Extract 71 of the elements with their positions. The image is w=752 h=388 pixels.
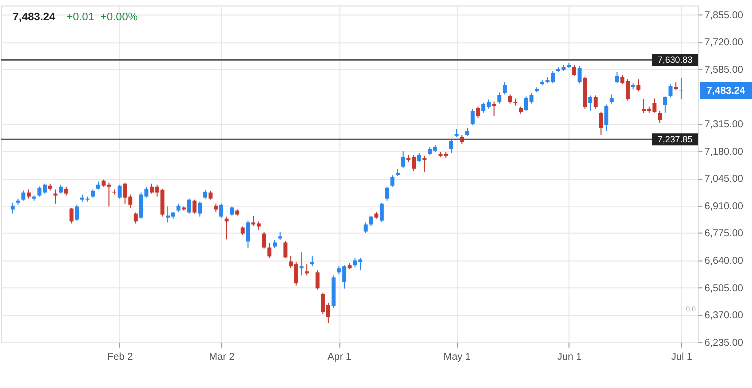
x-tick-label: Mar 2 — [209, 352, 236, 363]
x-tick-label: May 1 — [444, 352, 472, 363]
candlestick — [417, 152, 422, 163]
candlestick — [390, 175, 395, 188]
candlestick — [316, 270, 320, 290]
candlestick — [514, 98, 518, 106]
candlestick — [70, 207, 74, 224]
candlestick — [380, 202, 384, 223]
candlestick — [22, 190, 26, 202]
annotation: +0.01 — [66, 12, 94, 24]
candlestick — [54, 189, 58, 204]
candlestick — [476, 106, 480, 118]
x-tick-label: Jul 1 — [671, 352, 693, 363]
candlestick — [118, 184, 122, 200]
ref-line-label: 7,237.85 — [658, 134, 693, 145]
candlestick — [604, 104, 609, 132]
x-tick-label: Jun 1 — [557, 352, 582, 363]
candlestick — [75, 204, 80, 222]
candlestick — [498, 92, 502, 104]
candlestick — [492, 101, 496, 117]
candlestick — [134, 212, 138, 224]
candlestick — [508, 94, 512, 104]
candlestick — [230, 206, 234, 216]
candlestick — [502, 82, 507, 96]
candlestick — [578, 66, 582, 84]
candlestick — [663, 96, 668, 114]
y-tick-label: 7,180.00 — [704, 146, 744, 158]
y-tick-label: 7,720.00 — [704, 38, 744, 49]
candlestick — [364, 222, 368, 234]
candlestick — [572, 64, 576, 78]
y-tick-label: 7,315.00 — [704, 120, 744, 131]
candlestick — [300, 252, 304, 276]
y-tick-label: 6,640.00 — [704, 256, 744, 267]
candlestick — [588, 95, 593, 112]
candlestick — [310, 256, 314, 268]
candlestick — [470, 108, 475, 126]
candlestick — [10, 202, 15, 214]
candlestick — [658, 110, 662, 124]
text: 7,483.24 — [706, 86, 746, 97]
candlestick — [262, 232, 266, 250]
annotation: +0.00% — [100, 12, 138, 24]
y-tick-label: 7,855.00 — [704, 10, 744, 22]
y-tick-label: 6,235.00 — [704, 338, 744, 349]
candlestick — [369, 216, 374, 227]
candlestick — [610, 94, 614, 104]
x-tick-label: Apr 1 — [328, 352, 352, 363]
text: 7,483.24 — [12, 12, 56, 24]
candlestick — [192, 199, 197, 214]
candlestick — [112, 189, 117, 196]
candlestick — [187, 198, 192, 214]
y-tick-label: 6,505.00 — [704, 283, 744, 294]
candlestick — [401, 150, 406, 170]
candlestick — [198, 201, 202, 218]
candlestick — [615, 72, 620, 84]
y-tick-label: 6,775.00 — [704, 228, 744, 240]
candlestick — [268, 242, 272, 259]
ref-line-label: 7,630.83 — [658, 55, 693, 66]
y-tick-label: 7,045.00 — [704, 174, 744, 186]
candlestick — [284, 240, 288, 259]
y-tick-label: 7,585.00 — [704, 64, 744, 76]
candlestick — [385, 186, 390, 202]
x-tick-label: Feb 2 — [108, 352, 134, 363]
candlestick — [450, 138, 454, 154]
candlestick — [668, 84, 673, 98]
candlestick — [220, 203, 224, 218]
candlestick — [636, 79, 641, 92]
candlestick — [594, 95, 598, 110]
y-tick-label: 6,910.00 — [704, 201, 744, 212]
candlestick — [305, 264, 310, 276]
candlestick — [26, 189, 31, 200]
y-tick-label: 6,370.00 — [704, 310, 744, 322]
